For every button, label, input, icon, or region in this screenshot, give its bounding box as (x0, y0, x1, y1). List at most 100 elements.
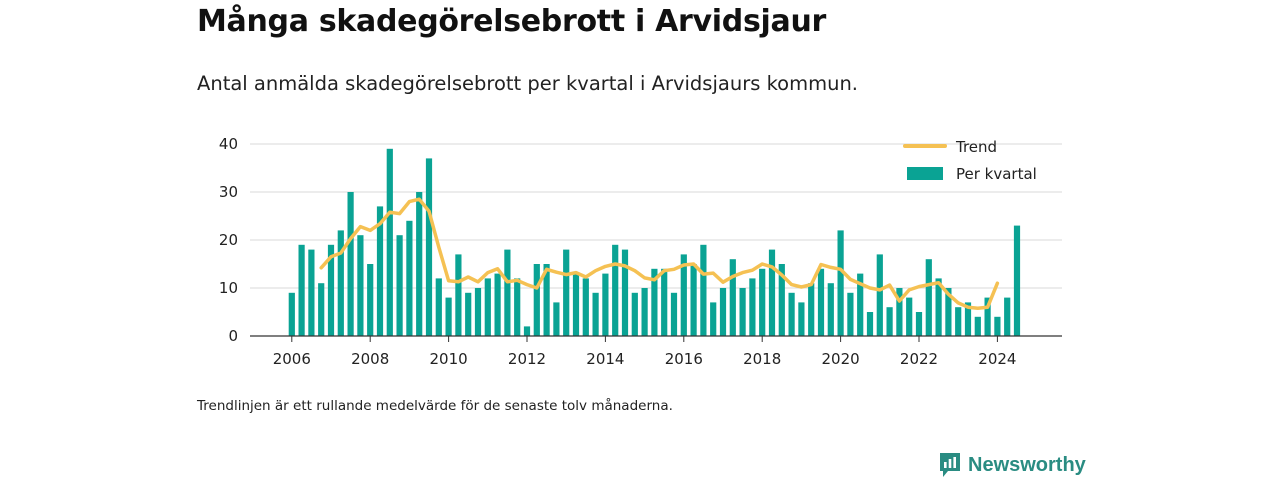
bar (847, 292, 854, 336)
x-tick-label: 2006 (273, 350, 311, 368)
bar (504, 249, 511, 336)
x-tick-label: 2012 (508, 350, 546, 368)
bar (425, 158, 433, 336)
bar (357, 235, 364, 336)
bar (435, 278, 442, 336)
bar (798, 302, 805, 336)
x-tick-label: 2008 (351, 350, 389, 368)
bar (984, 297, 991, 336)
bar (347, 192, 354, 336)
legend-trend-label: Trend (955, 138, 997, 156)
bar (729, 259, 736, 336)
bar (602, 273, 609, 336)
bar (768, 249, 776, 336)
brand-name: Newsworthy (968, 453, 1086, 476)
bar (543, 264, 550, 336)
bar (719, 288, 727, 336)
bar (367, 264, 374, 336)
y-tick-label: 20 (219, 231, 238, 249)
bar (817, 268, 825, 336)
x-tick-label: 2014 (586, 350, 624, 368)
bar (445, 297, 452, 336)
bar (1004, 297, 1011, 336)
bar (1013, 225, 1021, 336)
bar (974, 316, 981, 336)
x-tick-label: 2024 (978, 350, 1016, 368)
bar (994, 316, 1001, 336)
bar (376, 206, 384, 336)
bar (298, 244, 305, 336)
bar (612, 244, 619, 336)
trend-line (319, 197, 1000, 310)
x-tick-label: 2022 (900, 350, 938, 368)
bar (494, 273, 501, 336)
bar (680, 254, 687, 336)
y-axis: 0 10 20 30 40 (219, 135, 238, 345)
newsworthy-logo[interactable]: Newsworthy (938, 450, 1086, 480)
bar (915, 312, 923, 336)
chart-title: Många skadegörelsebrott i Arvidsjaur (197, 4, 827, 39)
bar (337, 230, 344, 336)
bar (808, 283, 815, 336)
bar (955, 307, 962, 336)
bar (465, 292, 472, 336)
x-tick-label: 2020 (822, 350, 860, 368)
bar (523, 326, 531, 336)
y-tick-label: 30 (219, 183, 238, 201)
bar (651, 268, 658, 336)
bar (710, 302, 717, 336)
y-tick-label: 0 (228, 327, 238, 345)
bar (533, 264, 540, 336)
bar (406, 220, 413, 336)
bar (700, 244, 707, 336)
bar (964, 302, 972, 336)
bar (670, 292, 678, 336)
bar (416, 192, 423, 336)
bar (759, 268, 766, 336)
chart-subtitle: Antal anmälda skadegörelsebrott per kvar… (197, 72, 859, 95)
bar (690, 264, 697, 336)
bar (827, 283, 834, 336)
bar (945, 288, 952, 336)
legend-bar-swatch (907, 167, 943, 180)
bar (563, 249, 570, 336)
x-tick-label: 2018 (743, 350, 781, 368)
bar (308, 249, 315, 336)
bar (876, 254, 883, 336)
bar (886, 307, 893, 336)
bar-series (288, 148, 1021, 336)
bar (641, 288, 648, 336)
bar (778, 264, 785, 336)
bar (749, 278, 756, 336)
bar (739, 288, 746, 336)
x-tick-label: 2010 (430, 350, 468, 368)
bar (866, 312, 874, 336)
bar (661, 268, 668, 336)
bar (592, 292, 599, 336)
bar (788, 292, 795, 336)
trend-series (319, 197, 1000, 310)
bar (386, 148, 393, 336)
footnote: Trendlinjen är ett rullande medelvärde f… (197, 398, 673, 414)
bar (925, 259, 932, 336)
newsworthy-icon (940, 453, 960, 477)
bar (631, 292, 638, 336)
bar (837, 230, 844, 336)
legend-bar-label: Per kvartal (956, 165, 1037, 183)
x-axis: 2006 2008 2010 2012 2014 2016 2018 2020 2022 2024 (250, 335, 1062, 368)
x-tick-label: 2016 (665, 350, 703, 368)
y-tick-label: 40 (219, 135, 238, 153)
bar (327, 244, 335, 336)
bar (896, 288, 903, 336)
bar (857, 273, 864, 336)
legend: Trend Per kvartal (903, 138, 1037, 183)
bar (582, 278, 589, 336)
bar (935, 278, 942, 336)
bar (474, 288, 482, 336)
bar (484, 278, 491, 336)
bar (514, 278, 521, 336)
bar (553, 302, 560, 336)
bar (396, 235, 403, 336)
bar (455, 254, 462, 336)
